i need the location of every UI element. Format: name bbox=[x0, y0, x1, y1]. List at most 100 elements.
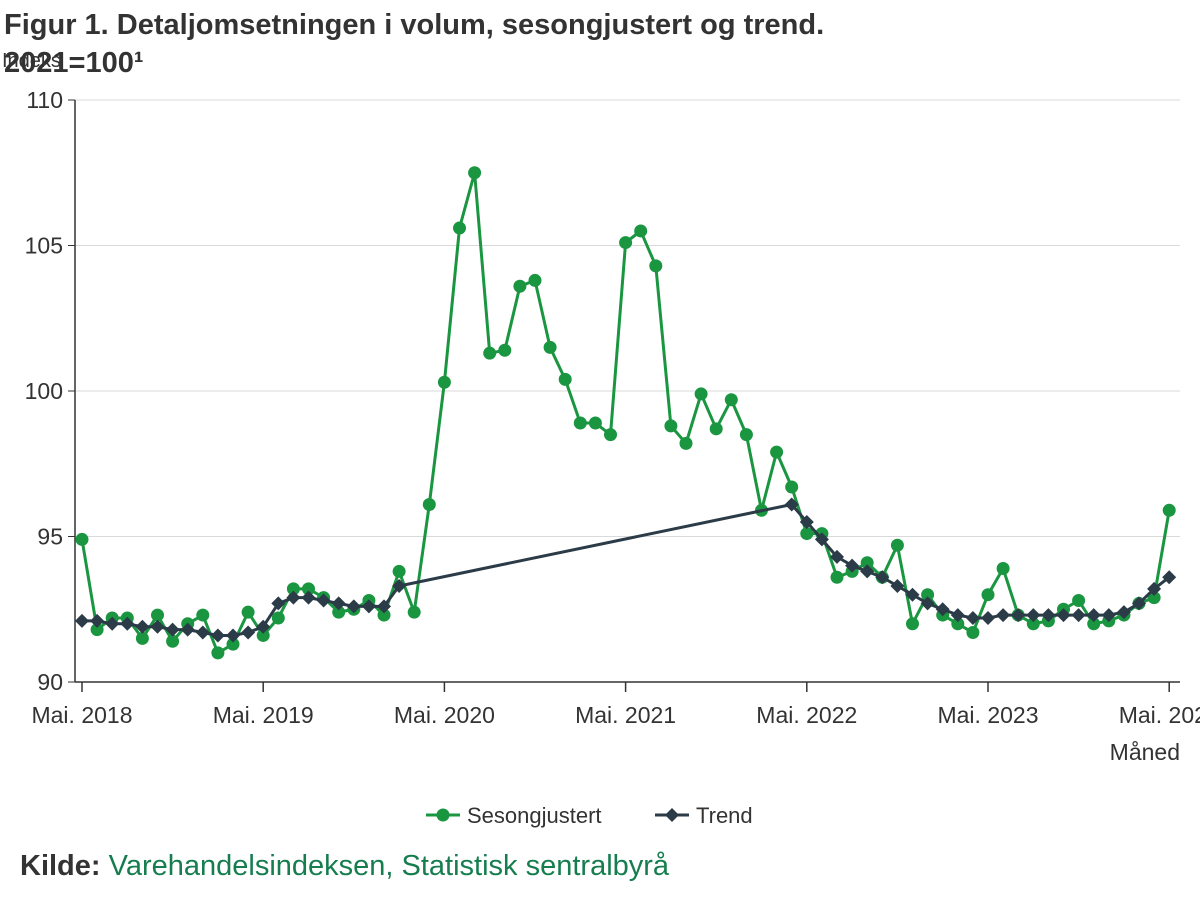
source-link[interactable]: Varehandelsindeksen, Statistisk sentralb… bbox=[108, 850, 670, 882]
data-point[interactable] bbox=[649, 259, 663, 273]
data-point[interactable] bbox=[860, 564, 875, 579]
data-point[interactable] bbox=[196, 608, 210, 622]
data-point[interactable] bbox=[286, 590, 301, 605]
data-point[interactable] bbox=[498, 343, 512, 357]
data-point[interactable] bbox=[361, 599, 376, 614]
data-point[interactable] bbox=[166, 634, 180, 648]
data-point[interactable] bbox=[453, 221, 466, 235]
data-point[interactable] bbox=[739, 428, 753, 442]
data-point[interactable] bbox=[422, 497, 436, 511]
data-point[interactable] bbox=[1026, 617, 1040, 631]
data-point[interactable] bbox=[966, 626, 980, 640]
data-point[interactable] bbox=[619, 236, 633, 250]
data-point[interactable] bbox=[1026, 608, 1041, 623]
data-point[interactable] bbox=[950, 608, 965, 623]
data-point[interactable] bbox=[135, 619, 150, 634]
data-point[interactable] bbox=[1162, 570, 1177, 585]
data-point[interactable] bbox=[558, 372, 572, 386]
data-point[interactable] bbox=[1116, 605, 1131, 620]
data-point[interactable] bbox=[785, 480, 799, 494]
data-point[interactable] bbox=[135, 631, 149, 645]
data-point[interactable] bbox=[860, 556, 874, 570]
data-point[interactable] bbox=[120, 616, 135, 631]
data-point[interactable] bbox=[724, 393, 738, 407]
data-point[interactable] bbox=[151, 608, 164, 622]
data-point[interactable] bbox=[1041, 608, 1056, 623]
data-point[interactable] bbox=[195, 625, 210, 640]
data-point[interactable] bbox=[271, 611, 285, 625]
data-point[interactable] bbox=[830, 570, 844, 584]
data-point[interactable] bbox=[1056, 608, 1071, 623]
data-point[interactable] bbox=[1011, 608, 1026, 623]
data-point[interactable] bbox=[75, 613, 89, 628]
data-point[interactable] bbox=[573, 416, 587, 430]
data-point[interactable] bbox=[392, 564, 406, 578]
data-point[interactable] bbox=[256, 619, 271, 634]
data-point[interactable] bbox=[920, 596, 935, 611]
data-point[interactable] bbox=[800, 527, 814, 541]
data-point[interactable] bbox=[90, 613, 105, 628]
data-point[interactable] bbox=[1101, 608, 1116, 623]
data-point[interactable] bbox=[241, 625, 256, 640]
data-point[interactable] bbox=[770, 445, 784, 459]
data-point[interactable] bbox=[634, 224, 648, 238]
data-point[interactable] bbox=[1086, 608, 1101, 623]
data-point[interactable] bbox=[377, 608, 391, 622]
data-point[interactable] bbox=[271, 596, 286, 611]
data-point[interactable] bbox=[226, 637, 240, 651]
data-point[interactable] bbox=[875, 570, 890, 585]
data-point[interactable] bbox=[1162, 503, 1176, 517]
data-point[interactable] bbox=[906, 617, 919, 631]
data-point[interactable] bbox=[1132, 596, 1146, 611]
data-point[interactable] bbox=[951, 617, 965, 631]
data-point[interactable] bbox=[996, 608, 1011, 623]
data-point[interactable] bbox=[377, 599, 391, 614]
data-point[interactable] bbox=[331, 596, 346, 611]
data-point[interactable] bbox=[1071, 608, 1086, 623]
data-point[interactable] bbox=[981, 610, 995, 625]
data-point[interactable] bbox=[890, 578, 905, 593]
data-point[interactable] bbox=[890, 538, 904, 552]
data-point[interactable] bbox=[664, 419, 678, 433]
data-point[interactable] bbox=[210, 628, 225, 643]
data-point[interactable] bbox=[513, 279, 527, 293]
data-point[interactable] bbox=[392, 578, 407, 593]
data-point[interactable] bbox=[981, 588, 995, 602]
data-point[interactable] bbox=[302, 582, 315, 596]
data-point[interactable] bbox=[332, 605, 346, 619]
data-point[interactable] bbox=[407, 605, 421, 619]
data-point[interactable] bbox=[241, 605, 255, 619]
data-point[interactable] bbox=[483, 346, 497, 360]
data-point[interactable] bbox=[905, 587, 920, 602]
data-point[interactable] bbox=[921, 588, 935, 602]
data-point[interactable] bbox=[830, 549, 844, 564]
data-point[interactable] bbox=[468, 166, 482, 180]
data-point[interactable] bbox=[694, 387, 708, 401]
data-point[interactable] bbox=[528, 273, 542, 287]
data-point[interactable] bbox=[346, 599, 361, 614]
data-point[interactable] bbox=[784, 497, 799, 512]
data-point[interactable] bbox=[996, 562, 1010, 576]
data-point[interactable] bbox=[1147, 581, 1162, 596]
data-point[interactable] bbox=[965, 610, 980, 625]
data-point[interactable] bbox=[301, 590, 316, 605]
data-point[interactable] bbox=[105, 616, 120, 631]
data-point[interactable] bbox=[437, 375, 451, 389]
data-point[interactable] bbox=[75, 532, 89, 546]
data-point[interactable] bbox=[1147, 591, 1161, 605]
data-point[interactable] bbox=[90, 623, 104, 637]
data-point[interactable] bbox=[935, 602, 950, 617]
data-point[interactable] bbox=[211, 646, 225, 660]
data-point[interactable] bbox=[543, 340, 557, 354]
data-point[interactable] bbox=[679, 436, 693, 450]
data-point[interactable] bbox=[165, 622, 180, 637]
data-point[interactable] bbox=[604, 428, 617, 442]
data-point[interactable] bbox=[709, 422, 723, 436]
data-point[interactable] bbox=[814, 532, 829, 547]
data-point[interactable] bbox=[150, 619, 165, 634]
data-point[interactable] bbox=[799, 514, 814, 529]
data-point[interactable] bbox=[1087, 617, 1101, 631]
data-point[interactable] bbox=[588, 416, 602, 430]
data-point[interactable] bbox=[286, 582, 300, 596]
data-point[interactable] bbox=[256, 628, 270, 642]
